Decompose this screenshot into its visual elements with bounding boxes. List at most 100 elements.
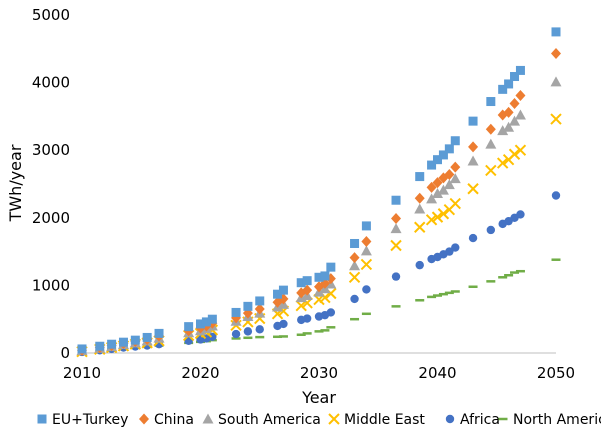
data-point-south-america <box>414 203 426 214</box>
data-point-africa <box>302 314 312 323</box>
data-point-eu-turkey <box>515 65 525 75</box>
data-point-south-america <box>349 260 361 271</box>
data-point-eu-turkey <box>296 278 306 288</box>
y-tick-label: 5000 <box>32 6 70 24</box>
legend-item-china: China <box>139 412 194 428</box>
legend-item-africa: Africa <box>445 412 500 428</box>
data-point-china <box>302 284 313 296</box>
data-point-eu-turkey <box>184 322 194 332</box>
data-point-eu-turkey <box>350 238 360 248</box>
series-china <box>77 48 561 356</box>
data-point-middle-east <box>390 239 402 252</box>
series-layer <box>76 27 562 358</box>
y-tick-label: 1000 <box>32 276 70 294</box>
data-point-africa <box>516 210 525 219</box>
data-point-africa <box>326 308 336 317</box>
data-point-middle-east <box>295 299 307 312</box>
data-point-middle-east <box>467 183 479 195</box>
plot-area: 2010 2020 2030 2040 2050 0 1000 2000 3000 4000 50… <box>32 6 575 382</box>
data-point-china <box>468 141 479 153</box>
data-point-eu-turkey <box>255 296 265 306</box>
data-point-africa <box>362 285 371 294</box>
data-point-eu-turkey <box>438 150 448 160</box>
data-point-south-america <box>449 173 461 184</box>
data-point-eu-turkey <box>196 319 205 329</box>
data-point-middle-east <box>449 197 461 210</box>
data-point-africa <box>451 243 460 252</box>
data-point-africa <box>468 233 478 243</box>
data-point-south-america <box>503 121 515 132</box>
data-point-south-america <box>360 245 372 256</box>
legend-item-middle-east: Middle East <box>328 412 425 428</box>
data-point-eu-turkey <box>130 335 140 345</box>
data-point-middle-east <box>496 157 509 169</box>
series-eu-turkey <box>77 27 561 354</box>
data-point-eu-turkey <box>154 328 164 338</box>
data-point-middle-east <box>508 148 521 160</box>
data-point-china <box>426 181 437 193</box>
data-point-china <box>444 169 455 181</box>
data-point-africa <box>255 325 264 334</box>
data-point-eu-turkey <box>498 84 508 94</box>
data-point-middle-east <box>425 214 438 226</box>
data-point-south-america <box>390 223 402 234</box>
data-point-south-america <box>432 187 443 198</box>
data-point-africa <box>243 327 253 336</box>
data-point-eu-turkey <box>551 27 561 37</box>
data-point-south-america <box>426 193 438 204</box>
data-point-eu-turkey <box>231 307 241 317</box>
data-point-eu-turkey <box>107 339 117 349</box>
data-point-south-america <box>550 76 562 87</box>
y-tick-label: 3000 <box>32 141 70 159</box>
data-point-eu-turkey <box>504 79 514 89</box>
y-tick-label: 2000 <box>32 209 70 227</box>
legend-marker-china <box>139 413 149 425</box>
legend-label-eu-turkey: EU+Turkey <box>52 412 128 428</box>
legend-marker-south-america <box>202 413 214 424</box>
data-point-africa <box>231 329 241 339</box>
data-point-eu-turkey <box>201 317 211 327</box>
data-point-eu-turkey <box>302 276 312 286</box>
data-point-china <box>254 303 265 315</box>
data-point-china <box>349 252 360 264</box>
data-point-china <box>432 177 443 189</box>
legend-label-china: China <box>154 412 194 428</box>
data-point-eu-turkey <box>510 72 520 82</box>
data-point-eu-turkey <box>278 285 288 295</box>
data-point-africa <box>391 272 401 281</box>
data-point-eu-turkey <box>95 341 105 351</box>
data-point-eu-turkey <box>427 160 437 170</box>
legend-label-south-america: South America <box>218 412 321 428</box>
y-tick-label: 4000 <box>32 74 70 92</box>
data-point-eu-turkey <box>142 332 152 342</box>
data-point-china <box>551 48 561 60</box>
data-point-eu-turkey <box>486 97 496 107</box>
data-point-china <box>414 192 425 204</box>
x-tick-label: 2030 <box>300 364 338 382</box>
legend-label-middle-east: Middle East <box>344 412 425 428</box>
x-tick-label: 2010 <box>63 364 101 382</box>
data-point-middle-east <box>437 208 450 220</box>
data-point-south-america <box>467 155 479 166</box>
y-tick-labels: 0 1000 2000 3000 4000 5000 <box>32 6 70 362</box>
x-tick-labels: 2010 2020 2030 2040 2050 <box>63 364 575 382</box>
y-axis-label: TWh/year <box>6 144 25 222</box>
data-point-eu-turkey <box>243 301 253 311</box>
legend-label-north-america: North America <box>513 412 601 428</box>
data-point-china <box>361 235 372 247</box>
data-point-china <box>515 89 526 101</box>
legend-item-south-america: South America <box>202 412 321 428</box>
data-point-eu-turkey <box>207 314 217 324</box>
legend-marker-africa <box>445 414 455 424</box>
data-point-south-america <box>485 138 497 149</box>
data-point-south-america <box>443 179 455 190</box>
data-point-china <box>485 123 496 135</box>
data-point-eu-turkey <box>433 155 442 165</box>
data-point-eu-turkey <box>118 337 128 347</box>
data-point-middle-east <box>431 211 444 223</box>
legend: EU+Turkey China South America Middle East Af… <box>37 412 601 428</box>
data-point-africa <box>279 319 288 329</box>
data-point-south-america <box>497 125 509 136</box>
data-point-middle-east <box>360 258 373 271</box>
